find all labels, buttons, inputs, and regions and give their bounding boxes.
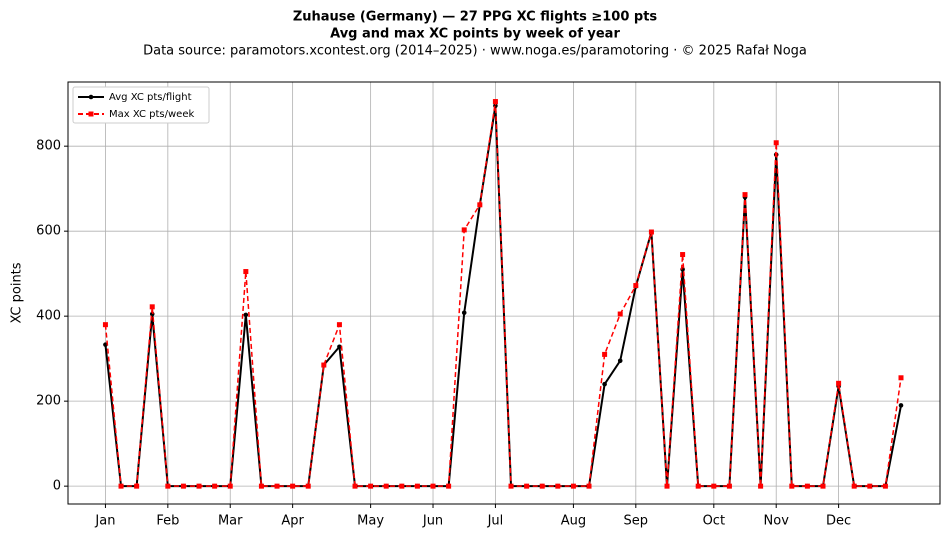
point: [430, 483, 436, 489]
point: [539, 483, 545, 489]
point: [461, 310, 467, 316]
legend-label: Max XC pts/week: [109, 109, 194, 120]
x-tick-label: Nov: [764, 514, 790, 529]
y-tick-label: 200: [36, 394, 61, 409]
point: [165, 483, 171, 489]
point: [477, 202, 483, 208]
point: [648, 229, 654, 235]
point: [399, 483, 405, 489]
legend: Avg XC pts/flight Max XC pts/week: [72, 86, 210, 124]
point: [102, 322, 108, 328]
point: [446, 483, 452, 489]
point: [321, 362, 327, 368]
point: [836, 380, 842, 386]
x-tick-label: Aug: [561, 514, 586, 529]
point: [898, 403, 904, 408]
legend-marker: [88, 111, 94, 117]
y-tick-label: 400: [36, 309, 61, 324]
point: [243, 312, 249, 318]
point: [602, 381, 607, 387]
point: [882, 483, 888, 489]
point: [336, 322, 342, 328]
x-tick-label: Sep: [624, 514, 649, 529]
plot-frame: [67, 81, 941, 505]
point: [508, 483, 514, 489]
legend-marker: [88, 94, 94, 100]
point: [461, 227, 467, 233]
line-series: [104, 101, 902, 487]
x-tick-label: Mar: [218, 514, 243, 529]
point: [492, 99, 498, 105]
x-tick-label: Dec: [826, 514, 851, 529]
x-tick-label: May: [357, 514, 384, 529]
point: [570, 483, 576, 489]
point: [711, 483, 717, 489]
point: [851, 483, 857, 489]
point: [726, 483, 732, 489]
point: [149, 304, 155, 310]
point: [134, 483, 140, 489]
point: [555, 483, 561, 489]
point: [196, 483, 202, 489]
chart-subtitle: Avg and max XC points by week of year: [330, 27, 620, 42]
chart-source: Data source: paramotors.xcontest.org (20…: [143, 44, 807, 59]
point: [773, 140, 779, 146]
x-tick-label: Feb: [156, 514, 179, 529]
point: [352, 483, 358, 489]
x-tick-label: Oct: [703, 514, 725, 529]
point: [742, 192, 748, 198]
point: [586, 483, 592, 489]
point: [524, 483, 530, 489]
point: [227, 483, 233, 489]
point: [290, 483, 296, 489]
point: [898, 375, 904, 381]
point: [305, 483, 311, 489]
point: [414, 483, 420, 489]
point: [804, 483, 810, 489]
x-tick-label: Jan: [94, 514, 115, 529]
y-tick-label: 0: [53, 479, 61, 494]
point: [180, 483, 186, 489]
legend-label: Avg XC pts/flight: [109, 92, 192, 103]
point: [212, 483, 218, 489]
point: [820, 483, 826, 489]
point: [867, 483, 873, 489]
point: [602, 351, 608, 357]
chart-title: Zuhause (Germany) — 27 PPG XC flights ≥1…: [293, 10, 658, 25]
y-tick-label: 600: [36, 224, 61, 239]
point: [789, 483, 795, 489]
point: [337, 344, 342, 350]
point: [258, 483, 264, 489]
legend-box: [72, 86, 210, 124]
point: [695, 483, 701, 489]
x-tick-label: Apr: [281, 514, 304, 529]
point: [633, 283, 639, 289]
point: [617, 358, 623, 364]
point: [758, 483, 764, 489]
y-tick-label: 800: [36, 139, 61, 154]
x-tick-label: Jul: [487, 514, 504, 529]
point: [664, 483, 670, 489]
point: [368, 483, 374, 489]
point: [243, 269, 249, 275]
point: [617, 311, 623, 317]
point: [118, 483, 124, 489]
point: [383, 483, 389, 489]
x-tick-label: Jun: [422, 514, 443, 529]
point: [274, 483, 280, 489]
y-axis-label: XC points: [10, 262, 25, 323]
point: [680, 252, 686, 258]
